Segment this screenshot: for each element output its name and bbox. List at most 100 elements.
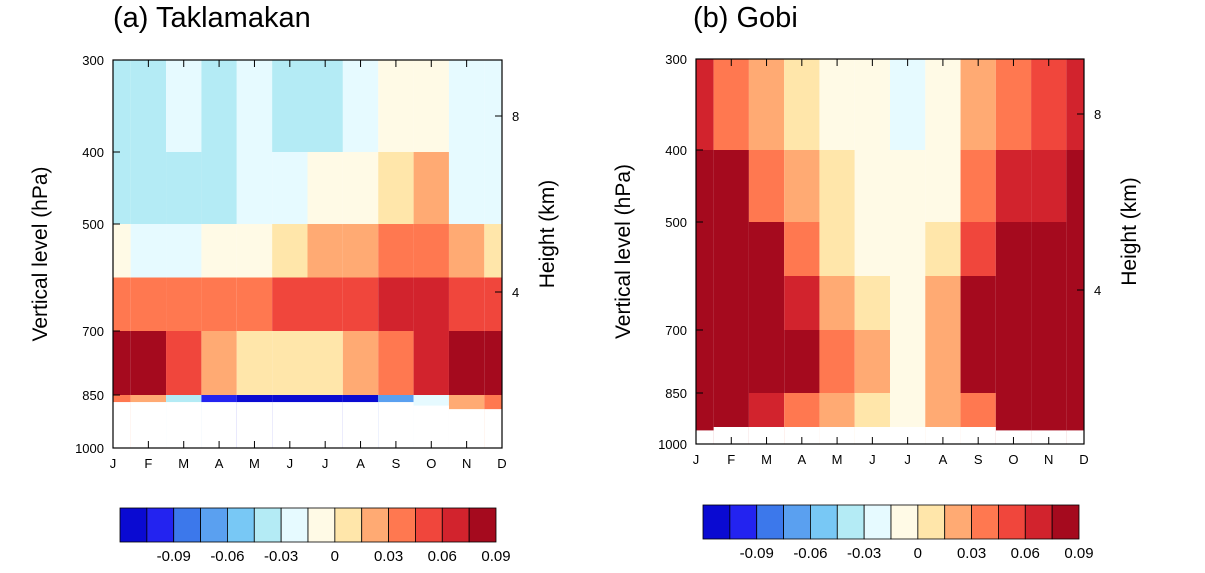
data-cell [819,276,855,330]
height-tick-label: 4 [1094,283,1101,298]
data-cell [1066,276,1084,330]
colorbar-swatch [334,507,363,543]
data-cell [166,277,202,331]
data-cell [784,222,820,276]
terrain-block [696,430,714,444]
y-axis-left: 300 400 500 700 850 1000 Vertical level (hPa) [29,53,120,456]
data-cell [272,331,308,395]
data-cell [113,331,131,395]
data-cell [484,331,502,395]
terrain-block [113,402,131,448]
x-tick-label: J [110,456,117,471]
data-cell [307,277,343,331]
y-tick-label: 700 [82,324,104,339]
data-cell [130,331,167,395]
x-tick-label: O [1008,452,1018,467]
data-cell [130,60,167,152]
data-cell [342,224,379,278]
terrain-block [272,402,308,448]
data-cell [995,150,1032,222]
data-cell [819,222,855,276]
data-cell [130,152,167,224]
data-cell [272,277,308,331]
data-cell [484,60,502,152]
terrain-block [1066,430,1084,444]
terrain-block [201,402,237,448]
colorbar-label: -0.06 [210,548,244,565]
terrain-block [413,405,449,448]
data-cell [272,224,308,278]
data-cell [484,152,502,224]
data-cell [342,277,379,331]
data-cell [113,60,131,152]
data-cell [272,152,308,224]
y-tick-label: 500 [82,217,104,232]
data-cell [995,222,1032,276]
data-cell [113,224,131,278]
terrain-block [484,409,502,448]
data-cell [342,331,379,395]
terrain-mask [696,427,1084,444]
data-cell [1066,59,1084,150]
colorbar-swatch [702,504,731,540]
data-cell [995,59,1032,150]
x-tick-label: F [144,456,152,471]
data-cell [484,224,502,278]
data-cell [166,331,202,395]
height-tick-label: 8 [1094,107,1101,122]
x-tick-label: M [249,456,260,471]
x-tick-label: S [974,452,983,467]
colorbar-swatch [863,504,892,540]
colorbar-a: -0.09 -0.06 -0.03 0 0.03 0.06 0.09 [119,507,511,565]
data-cell [201,60,237,152]
data-cell [854,330,890,393]
terrain-block [130,402,167,448]
data-cell [130,224,167,278]
y-tick-label: 700 [665,323,687,338]
y-tick-label: 500 [665,215,687,230]
colorbar-swatch [441,507,470,543]
data-cell [854,150,890,222]
data-cell [1031,222,1067,276]
x-tick-label: D [1079,452,1088,467]
data-cell [413,277,449,331]
x-tick-label: A [215,456,224,471]
data-cell [201,331,237,395]
terrain-block [890,427,926,444]
x-tick-label: J [322,456,329,471]
data-cell [696,222,714,276]
data-cell [378,331,414,395]
contour-field [696,59,1084,444]
colorbar-swatch [200,507,228,543]
colorbar-swatch [890,504,919,540]
x-tick-label: J [287,456,294,471]
data-cell [113,152,131,224]
data-cell [413,331,449,395]
terrain-block [854,427,890,444]
data-cell [413,152,449,224]
panel-a: J F M A M J J A S O N D 300 400 500 700 850 1000 Vertical … [29,53,559,471]
data-cell [960,330,996,393]
colorbar-swatch [998,504,1026,540]
panel-a-title: (a) Taklamakan [113,2,311,34]
data-cell [236,60,273,152]
colorbar-b: -0.09 -0.06 -0.03 0 0.03 0.06 0.09 [702,504,1094,562]
y-tick-label: 850 [82,388,104,403]
height-axis-title: Height (km) [536,180,559,289]
data-cell [201,152,237,224]
data-cell [713,276,749,330]
y-axis-right: 8 4 Height (km) [1077,107,1141,298]
data-cell [342,60,379,152]
terrain-block [342,402,379,448]
data-cell [201,224,237,278]
colorbar-label: -0.06 [793,545,827,562]
data-cell [784,59,820,150]
data-cell [854,222,890,276]
x-tick-label: N [462,456,471,471]
data-cell [925,330,961,393]
data-cell [448,152,485,224]
data-cell [890,150,926,222]
